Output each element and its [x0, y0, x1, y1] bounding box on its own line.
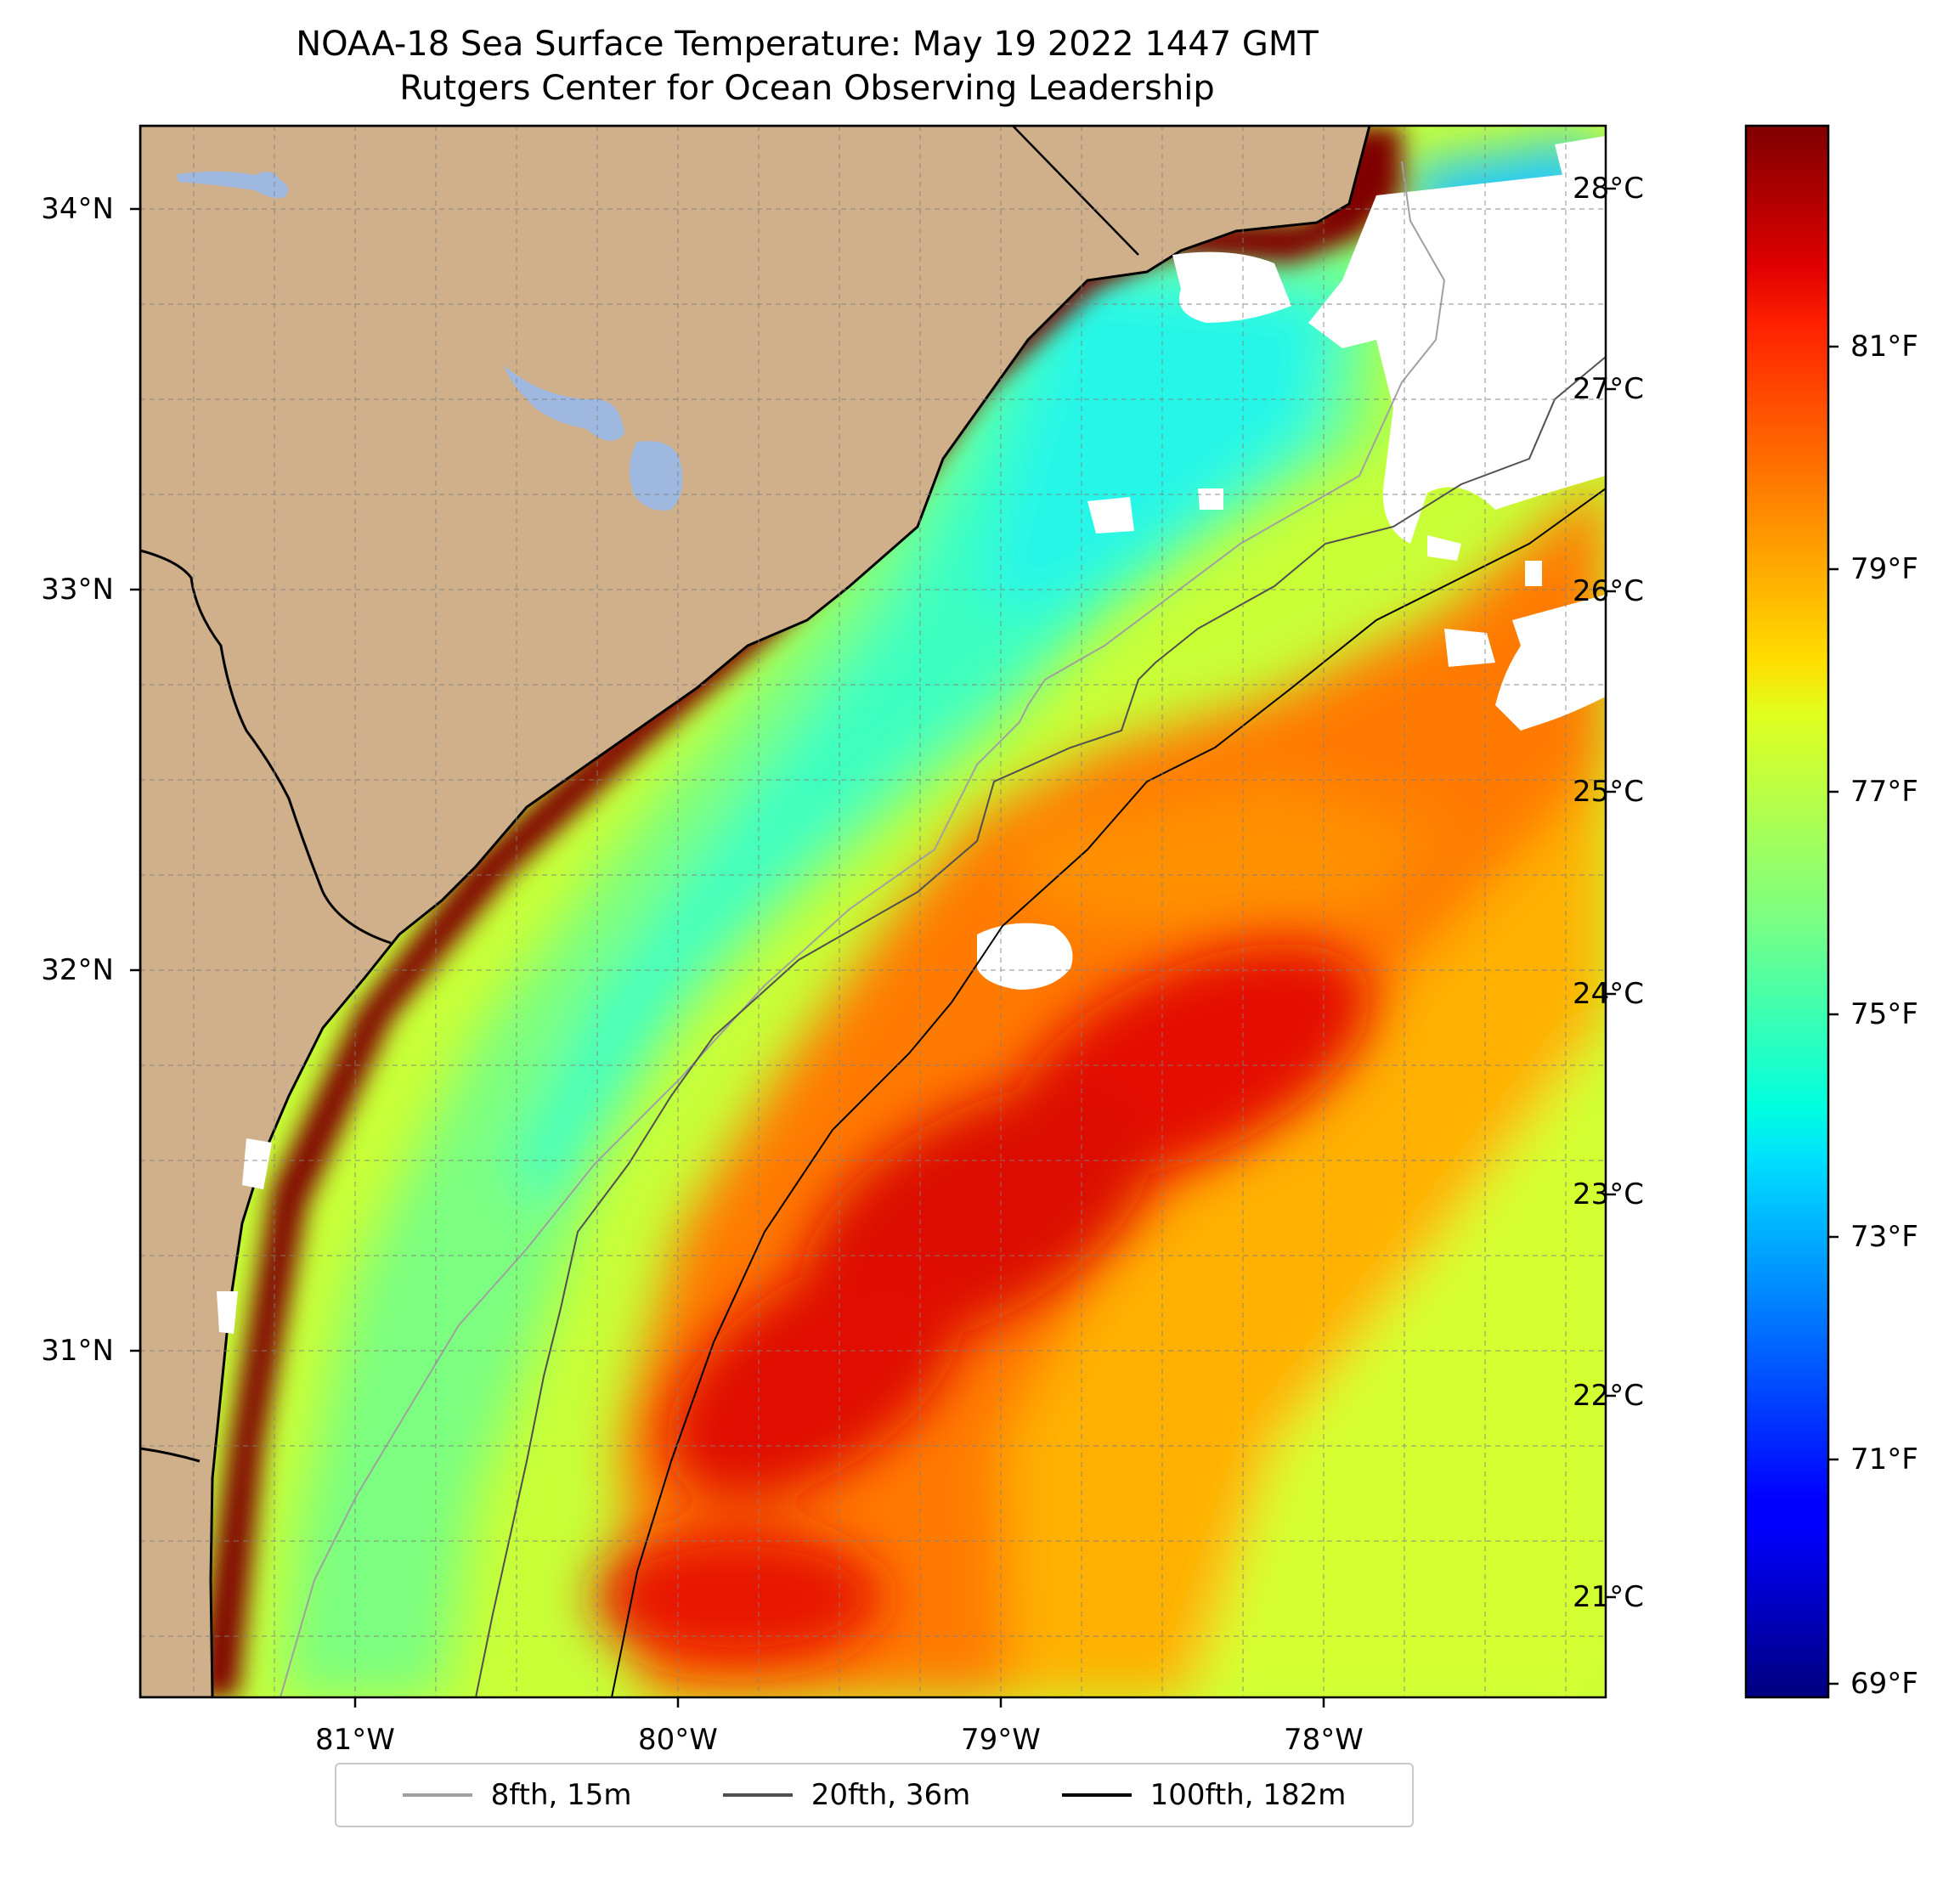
state-border — [140, 549, 392, 945]
legend-label: 100fth, 182m — [1149, 1778, 1347, 1812]
celsius-tick-label: 21°C — [1572, 1580, 1644, 1614]
lat-tick-label: 32°N — [41, 953, 114, 987]
lon-tick-label: 81°W — [315, 1723, 395, 1757]
fahrenheit-tick-label: 77°F — [1850, 775, 1918, 809]
legend-line-icon — [1061, 1793, 1132, 1797]
contour-legend: 8fth, 15m 20fth, 36m 100fth, 182m — [335, 1763, 1414, 1827]
legend-line-icon — [402, 1793, 472, 1797]
legend-item-20fth: 20fth, 36m — [722, 1778, 971, 1812]
fahrenheit-tick-label: 75°F — [1850, 997, 1918, 1031]
celsius-tick-label: 28°C — [1572, 172, 1644, 206]
contour-20fth — [475, 356, 1606, 1697]
legend-item-8fth: 8fth, 15m — [402, 1778, 632, 1812]
map-title: NOAA-18 Sea Surface Temperature: May 19 … — [296, 25, 1319, 64]
lake-icon — [504, 365, 624, 441]
fahrenheit-tick-label: 79°F — [1850, 552, 1918, 586]
contour-8fth — [280, 161, 1446, 1697]
legend-label: 8fth, 15m — [490, 1778, 632, 1812]
colorbar — [1744, 124, 1830, 1699]
axis-ticks — [130, 187, 1616, 1708]
plot-frame — [138, 124, 1607, 1699]
state-border — [1012, 126, 1139, 256]
lat-tick-label: 33°N — [41, 573, 114, 607]
legend-line-icon — [722, 1793, 793, 1797]
lon-tick-label: 80°W — [638, 1723, 718, 1757]
colorbar-ticks — [1828, 345, 1839, 1685]
fahrenheit-tick-label: 71°F — [1850, 1442, 1918, 1476]
legend-label: 20fth, 36m — [811, 1778, 971, 1812]
celsius-tick-label: 22°C — [1572, 1379, 1644, 1413]
lon-tick-label: 78°W — [1284, 1723, 1364, 1757]
lake-icon — [630, 441, 683, 511]
state-border — [140, 1447, 201, 1463]
fahrenheit-tick-label: 69°F — [1850, 1667, 1918, 1701]
map-subtitle: Rutgers Center for Ocean Observing Leade… — [399, 69, 1215, 108]
celsius-tick-label: 23°C — [1572, 1177, 1644, 1211]
lat-tick-label: 34°N — [41, 192, 114, 226]
contour-100fth — [611, 488, 1606, 1697]
lake-icon — [177, 171, 288, 198]
celsius-tick-label: 24°C — [1572, 977, 1644, 1011]
fahrenheit-tick-label: 73°F — [1850, 1220, 1918, 1254]
celsius-tick-label: 27°C — [1572, 372, 1644, 406]
celsius-tick-label: 25°C — [1572, 775, 1644, 809]
fahrenheit-tick-label: 81°F — [1850, 330, 1918, 364]
grid — [140, 126, 1606, 1697]
celsius-tick-label: 26°C — [1572, 574, 1644, 608]
sst-warm-core — [595, 943, 1371, 1665]
cloud-mask — [217, 136, 1606, 1334]
land-mass — [140, 126, 1371, 1697]
lat-tick-label: 31°N — [41, 1334, 114, 1368]
lon-tick-label: 79°W — [961, 1723, 1041, 1757]
legend-item-100fth: 100fth, 182m — [1061, 1778, 1347, 1812]
